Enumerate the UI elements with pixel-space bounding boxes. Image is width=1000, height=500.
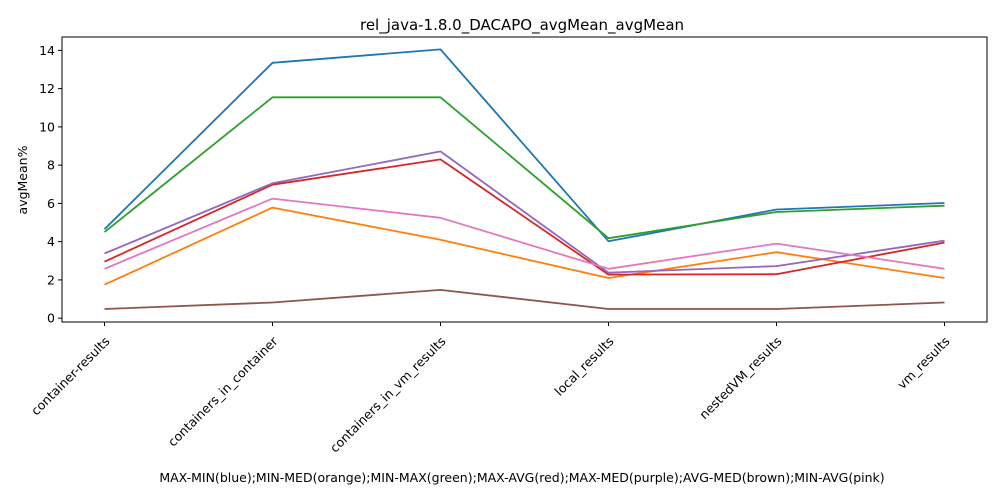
x-tick-label: containers_in_container: [165, 333, 281, 449]
y-tick-label: 10: [39, 119, 55, 134]
series-line-7: [104, 197, 945, 270]
y-tick-label: 8: [47, 158, 55, 173]
x-tick-label: containers_in_vm_results: [327, 334, 449, 456]
chart-title: rel_java-1.8.0_DACAPO_avgMean_avgMean: [360, 16, 684, 35]
y-axis: 0 2 4 6 8 10 12 14: [39, 43, 62, 326]
series-line-1: [103, 48, 945, 243]
x-tick-label: container-results: [28, 334, 113, 419]
y-tick-label: 2: [47, 272, 55, 287]
series-line-4: [104, 158, 945, 276]
x-tick-label: local_results: [551, 334, 616, 399]
x-axis-label: MAX-MIN(blue);MIN-MED(orange);MIN-MAX(gr…: [159, 470, 884, 485]
y-tick-label: 0: [47, 311, 55, 326]
y-axis-label: avgMean%: [15, 145, 30, 214]
x-tick-label: vm_results: [894, 334, 952, 392]
y-tick-label: 14: [39, 43, 55, 58]
y-tick-label: 12: [39, 81, 55, 96]
series-layer: [103, 48, 945, 310]
series-line-5: [104, 150, 945, 274]
plot-area-frame: [61, 36, 988, 323]
y-tick-label: 4: [47, 234, 55, 249]
series-line-2: [104, 206, 945, 286]
x-axis: container-results containers_in_container…: [28, 322, 953, 455]
series-line-6: [104, 288, 945, 310]
y-tick-label: 6: [47, 196, 55, 211]
x-tick-label: nestedVM_results: [696, 334, 784, 422]
series-line-3: [103, 96, 945, 240]
